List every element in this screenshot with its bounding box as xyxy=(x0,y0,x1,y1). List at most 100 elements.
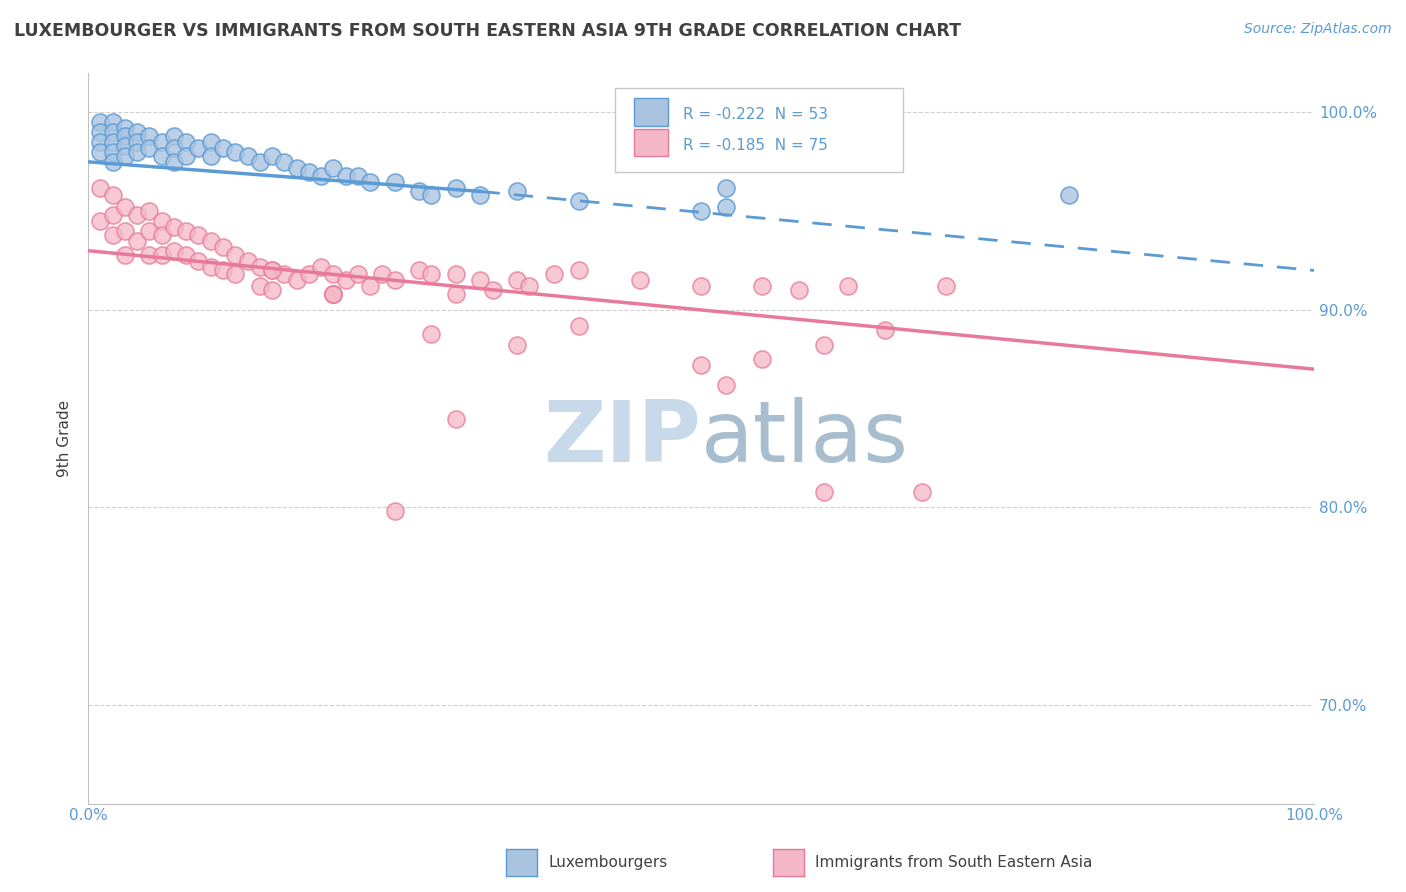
Point xyxy=(420,326,443,341)
Point xyxy=(163,154,186,169)
Point xyxy=(127,234,149,248)
Point xyxy=(260,263,283,277)
Point xyxy=(114,139,136,153)
Point xyxy=(359,175,381,189)
Point xyxy=(150,214,173,228)
Point xyxy=(127,125,149,139)
Point xyxy=(371,268,394,282)
Point xyxy=(174,135,197,149)
Point xyxy=(335,273,357,287)
Point xyxy=(174,149,197,163)
Point xyxy=(384,273,406,287)
Point xyxy=(150,247,173,261)
Point xyxy=(101,208,124,222)
Point xyxy=(174,247,197,261)
Point xyxy=(298,165,321,179)
Point xyxy=(212,263,235,277)
Point xyxy=(89,180,111,194)
Text: atlas: atlas xyxy=(702,397,910,480)
Point xyxy=(127,135,149,149)
Point xyxy=(787,283,810,297)
Point xyxy=(873,154,896,169)
Point xyxy=(212,141,235,155)
Point xyxy=(150,227,173,242)
Point xyxy=(506,185,529,199)
Point xyxy=(249,154,271,169)
Point xyxy=(236,253,259,268)
Point xyxy=(567,263,589,277)
Point xyxy=(935,279,957,293)
Point xyxy=(543,268,565,282)
Point xyxy=(138,224,160,238)
Point xyxy=(335,169,357,183)
Point xyxy=(273,154,295,169)
Point xyxy=(89,214,111,228)
Point xyxy=(260,149,283,163)
Point xyxy=(101,115,124,129)
Point xyxy=(273,268,295,282)
Point xyxy=(322,268,344,282)
Point xyxy=(470,273,492,287)
Point xyxy=(114,224,136,238)
Point xyxy=(813,484,835,499)
Point xyxy=(163,141,186,155)
Point xyxy=(420,188,443,202)
Point xyxy=(506,273,529,287)
Point xyxy=(444,287,467,301)
Point xyxy=(212,240,235,254)
Point xyxy=(249,260,271,274)
Point xyxy=(322,287,344,301)
Point xyxy=(200,149,222,163)
Point xyxy=(89,125,111,139)
Point xyxy=(309,260,332,274)
Point xyxy=(347,268,370,282)
Point xyxy=(101,125,124,139)
Point xyxy=(127,145,149,159)
Point xyxy=(567,194,589,209)
Point xyxy=(114,129,136,144)
Point xyxy=(714,180,737,194)
Point xyxy=(163,219,186,234)
Point xyxy=(322,161,344,175)
Point xyxy=(187,253,209,268)
Point xyxy=(150,135,173,149)
Point xyxy=(873,323,896,337)
Point xyxy=(163,244,186,258)
Point xyxy=(174,224,197,238)
Point xyxy=(200,260,222,274)
Point xyxy=(1057,188,1080,202)
Bar xyxy=(634,98,668,126)
Point xyxy=(444,411,467,425)
Point xyxy=(127,208,149,222)
Point xyxy=(567,318,589,333)
Point xyxy=(260,283,283,297)
Point xyxy=(224,268,246,282)
Point xyxy=(285,161,308,175)
Point xyxy=(714,200,737,214)
Point xyxy=(359,279,381,293)
Point xyxy=(444,268,467,282)
Point xyxy=(89,115,111,129)
Point xyxy=(200,135,222,149)
Point xyxy=(506,338,529,352)
Point xyxy=(751,279,773,293)
Point xyxy=(690,204,713,219)
Text: R = -0.222  N = 53: R = -0.222 N = 53 xyxy=(683,107,828,122)
Point xyxy=(347,169,370,183)
Point xyxy=(260,263,283,277)
Point xyxy=(236,149,259,163)
Point xyxy=(408,263,430,277)
Point xyxy=(714,378,737,392)
Point xyxy=(384,504,406,518)
Text: Luxembourgers: Luxembourgers xyxy=(548,855,668,870)
Point xyxy=(519,279,541,293)
Point xyxy=(101,145,124,159)
Point xyxy=(285,273,308,287)
Point xyxy=(470,188,492,202)
Point xyxy=(101,227,124,242)
Y-axis label: 9th Grade: 9th Grade xyxy=(58,400,72,477)
Text: R = -0.185  N = 75: R = -0.185 N = 75 xyxy=(683,137,828,153)
Point xyxy=(813,338,835,352)
Point xyxy=(101,188,124,202)
Point xyxy=(101,135,124,149)
